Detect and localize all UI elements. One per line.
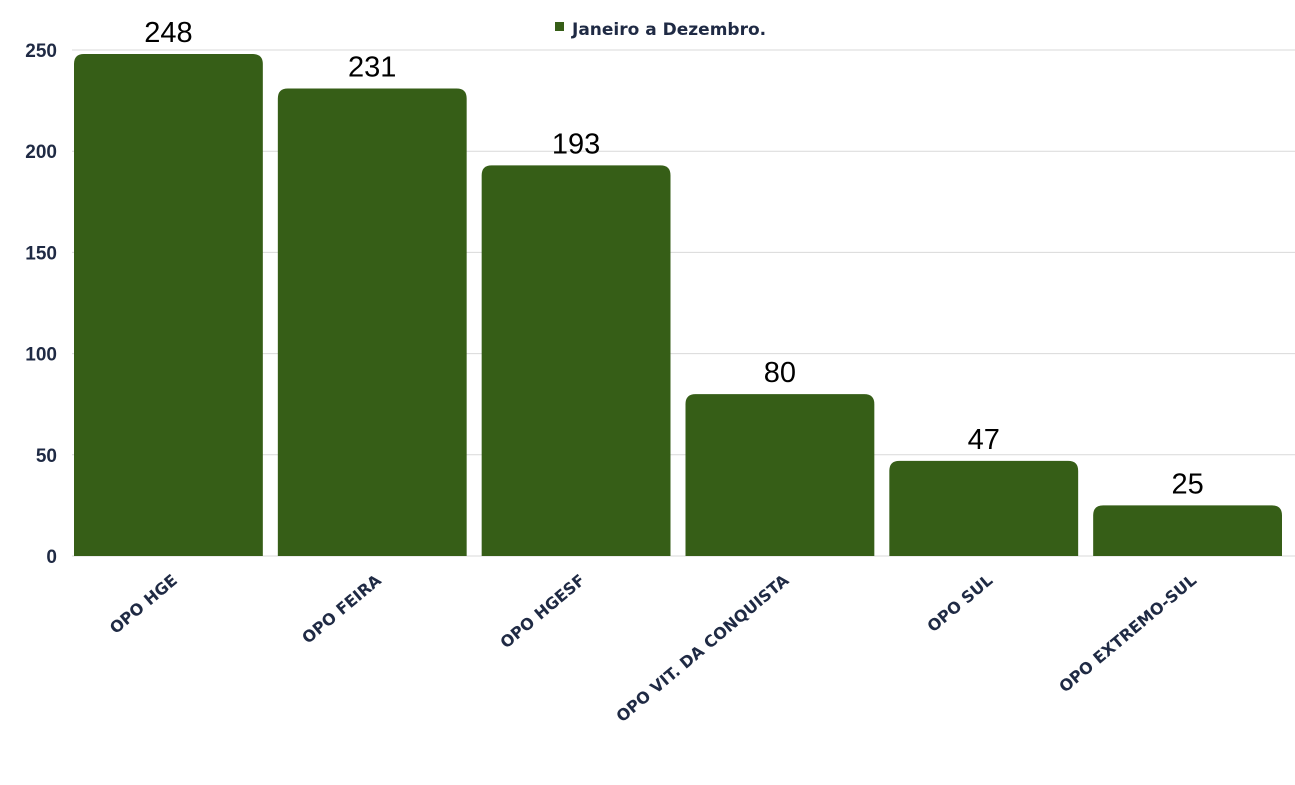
bar: [277, 88, 467, 557]
legend-swatch: [555, 22, 564, 31]
data-label: 80: [764, 357, 796, 389]
data-labels: 248 231 193 80 47 25: [144, 17, 1203, 500]
bar: [1093, 505, 1282, 556]
data-label: 248: [144, 17, 192, 49]
data-label: 25: [1171, 468, 1203, 500]
bar: [74, 54, 263, 556]
y-tick-label: 200: [25, 142, 57, 163]
data-label: 231: [348, 51, 396, 83]
data-label: 47: [968, 424, 1000, 456]
x-axis: OPO HGE OPO FEIRA OPO HGESF OPO VIT. DA CON…: [106, 570, 1200, 726]
x-tick-label: OPO SUL: [923, 571, 996, 636]
legend: Janeiro a Dezembro.: [555, 20, 766, 40]
bar: [889, 460, 1079, 556]
x-tick-label: OPO HGESF: [496, 571, 588, 653]
x-tick-label: OPO VIT. DA CONQUISTA: [612, 570, 792, 726]
bars: [74, 54, 1282, 557]
x-tick-label: OPO EXTREMO-SUL: [1055, 571, 1200, 697]
y-tick-label: 250: [25, 41, 57, 62]
y-tick-label: 50: [36, 446, 57, 467]
x-tick-label: OPO HGE: [106, 571, 181, 638]
x-tick-label: OPO FEIRA: [298, 570, 385, 647]
y-axis: 0 50 100 150 200 250: [25, 41, 57, 568]
bar: [685, 394, 875, 556]
y-tick-label: 150: [25, 243, 57, 264]
y-tick-label: 0: [46, 547, 57, 568]
bar: [481, 165, 671, 557]
legend-label: Janeiro a Dezembro.: [571, 20, 766, 40]
y-tick-label: 100: [25, 345, 57, 366]
gridlines: [72, 49, 1295, 557]
data-label: 193: [552, 128, 600, 160]
